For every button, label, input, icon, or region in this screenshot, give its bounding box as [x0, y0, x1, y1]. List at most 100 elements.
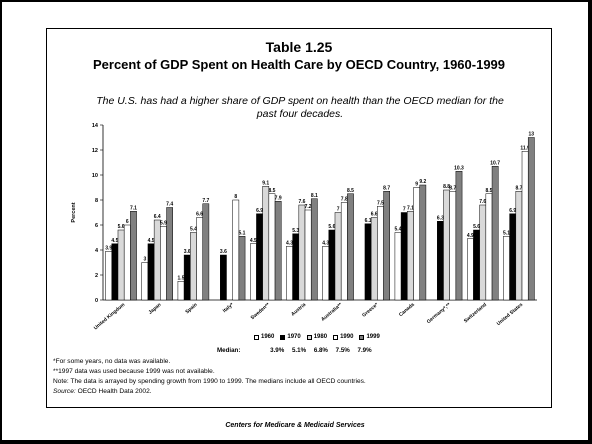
data-label: 4.3 — [286, 240, 293, 246]
bar — [190, 232, 197, 301]
bar — [322, 246, 330, 301]
data-label: 13 — [529, 132, 535, 138]
data-label: 6.3 — [437, 215, 444, 221]
data-label: 5.4 — [395, 227, 402, 233]
data-label: 4.3 — [322, 240, 329, 246]
chart-legend: 1960 1970 1980 1990 1999 — [254, 334, 380, 340]
bar — [449, 191, 457, 301]
legend-label: 1980 — [313, 334, 328, 340]
data-label: 3.9 — [105, 245, 112, 251]
data-label: 9.2 — [419, 179, 426, 185]
data-label: 5.1 — [503, 230, 510, 236]
median-value: 5.1% — [291, 347, 307, 354]
x-tick-label: Australia** — [320, 302, 343, 323]
data-label: 8.8 — [443, 184, 450, 190]
data-label: 8.5 — [268, 188, 275, 194]
bar — [419, 184, 427, 301]
data-label: 6.6 — [196, 212, 203, 218]
source-text: OECD Health Data 2002. — [75, 388, 152, 395]
data-label: 7 — [337, 207, 340, 213]
bar — [455, 171, 463, 301]
y-tick-label: 14 — [92, 123, 99, 129]
legend-swatch — [306, 334, 312, 340]
data-label: 8 — [234, 194, 237, 200]
median-row: Median: 3.9% 5.1% 6.8% 7.5% 7.9% — [217, 347, 378, 354]
bar — [347, 193, 354, 301]
data-label: 1.5 — [178, 275, 185, 281]
bar — [262, 186, 270, 301]
bar — [286, 246, 293, 301]
data-label: 7.6 — [298, 199, 305, 205]
footnotes: *For some years, no data was available. … — [53, 357, 366, 397]
data-label: 7.5 — [377, 200, 384, 206]
data-label: 11.9 — [520, 145, 530, 151]
chart-caption: The U.S. has had a higher share of GDP s… — [96, 95, 504, 120]
data-label: 5.6 — [328, 224, 335, 230]
bar — [527, 137, 535, 301]
bar — [250, 243, 257, 301]
data-label: 7.4 — [166, 202, 173, 208]
legend-label: 1970 — [287, 334, 301, 340]
legend-swatch — [280, 334, 286, 340]
bar — [377, 206, 384, 301]
footnote: *For some years, no data was available. — [53, 358, 171, 365]
bar — [334, 212, 342, 301]
data-label: 8.7 — [383, 185, 390, 191]
data-label: 3.6 — [220, 249, 227, 255]
legend-label: 1990 — [340, 334, 354, 340]
data-label: 7.7 — [202, 198, 209, 204]
median-value: 7.5% — [335, 347, 350, 354]
data-label: 8.7 — [449, 185, 456, 191]
source-label: Source: — [53, 388, 76, 395]
bar — [117, 229, 125, 301]
x-tick-label: Greece* — [361, 302, 379, 319]
footnote: Note: The data is arrayed by spending gr… — [53, 378, 366, 385]
bar — [160, 226, 167, 301]
bar — [443, 189, 450, 301]
data-label: 4.5 — [250, 238, 257, 244]
bar — [310, 198, 318, 301]
data-label: 6.1 — [365, 218, 372, 224]
legend-item: 1970 — [280, 334, 301, 340]
data-label: 8.1 — [311, 193, 318, 199]
bar — [130, 211, 137, 301]
legend-swatch — [333, 334, 339, 340]
median-label: Median: — [217, 347, 241, 354]
bar — [256, 213, 263, 301]
chart-subtitle: Percent of GDP Spent on Health Care by O… — [92, 57, 506, 72]
bar — [394, 232, 402, 301]
data-label: 4.5 — [111, 238, 118, 244]
bar — [370, 217, 378, 301]
legend-item: 1999 — [359, 334, 380, 340]
median-value: 6.8% — [313, 347, 328, 354]
x-tick-label: Canada — [398, 302, 416, 318]
data-label: 5.3 — [292, 228, 299, 234]
bar — [407, 211, 414, 301]
y-tick-label: 4 — [95, 248, 99, 254]
slide: Table 1.25 Percent of GDP Spent on Healt… — [2, 2, 588, 440]
data-label: 3 — [143, 257, 146, 263]
bar — [479, 204, 487, 301]
bar — [304, 209, 312, 301]
data-label: 5.6 — [118, 224, 125, 230]
legend-label: 1999 — [366, 334, 380, 340]
legend-swatch — [359, 334, 365, 340]
data-label: 7.1 — [407, 205, 414, 211]
data-label: 6.4 — [154, 214, 161, 220]
data-label: 7.1 — [130, 205, 137, 211]
data-label: 5.4 — [190, 227, 197, 233]
y-axis-label: Percent — [71, 202, 77, 222]
bar — [232, 199, 240, 301]
data-label: 5.9 — [160, 220, 167, 226]
median-value: 7.9% — [357, 347, 372, 354]
legend-item: 1990 — [333, 334, 353, 340]
data-label: 6.9 — [256, 208, 263, 214]
data-label: 8.5 — [485, 188, 492, 194]
data-label: 7.8 — [341, 197, 348, 203]
bar — [515, 191, 523, 301]
bar — [413, 187, 420, 301]
legend-label: 1960 — [261, 334, 275, 340]
bar — [141, 262, 149, 301]
bar — [153, 219, 161, 301]
